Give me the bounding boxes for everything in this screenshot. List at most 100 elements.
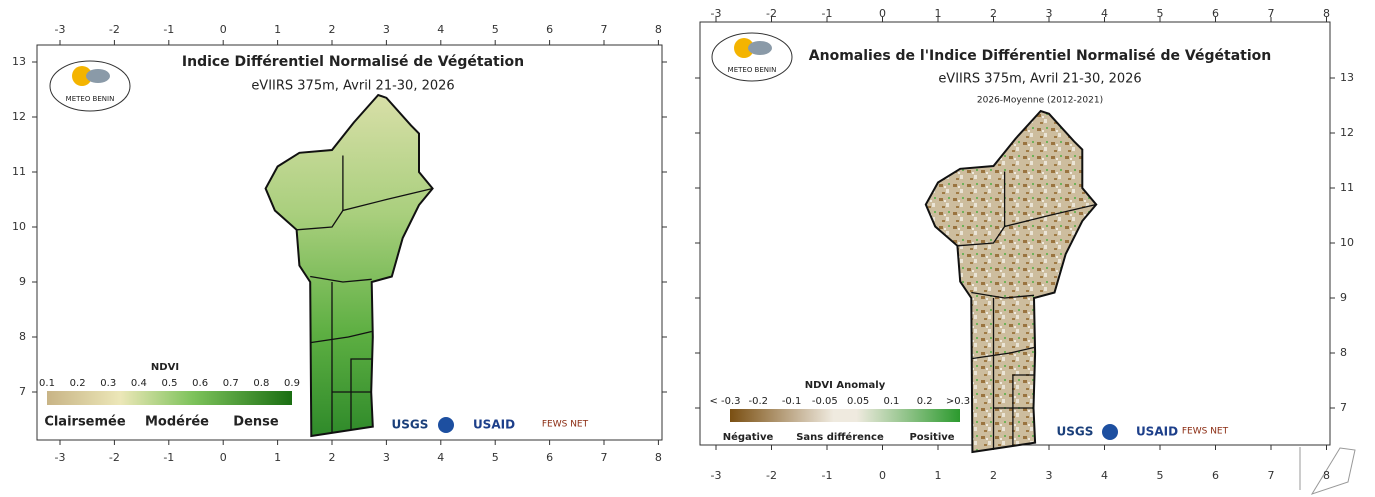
y-tick-label: 11 bbox=[12, 165, 26, 178]
admin-border bbox=[311, 330, 372, 344]
legend-bar bbox=[730, 409, 960, 422]
y-tick-label: 12 bbox=[1340, 126, 1354, 139]
legend-class: Dense bbox=[233, 415, 279, 430]
legend-label: -0.1 bbox=[782, 396, 802, 407]
y-tick-label: 7 bbox=[1340, 401, 1347, 414]
x-tick-label: -2 bbox=[109, 451, 120, 464]
x-tick-label: 4 bbox=[1101, 7, 1108, 20]
x-tick-label: 3 bbox=[1046, 469, 1053, 482]
x-tick-label: 4 bbox=[437, 23, 444, 36]
x-tick-label: 2 bbox=[990, 469, 997, 482]
logo-cloud bbox=[86, 69, 110, 83]
y-tick-label: 10 bbox=[12, 220, 26, 233]
map-subtitle: eVIIRS 375m, Avril 21-30, 2026 bbox=[251, 79, 454, 94]
x-tick-label: 8 bbox=[1323, 7, 1330, 20]
nasa-logo bbox=[1102, 424, 1118, 440]
map-note: 2026-Moyenne (2012-2021) bbox=[977, 96, 1103, 106]
x-tick-label: 4 bbox=[437, 451, 444, 464]
admin-border bbox=[350, 358, 372, 431]
x-tick-label: 6 bbox=[546, 23, 553, 36]
x-tick-label: 5 bbox=[492, 451, 499, 464]
partner-logo: USAID bbox=[473, 418, 515, 432]
x-tick-label: 4 bbox=[1101, 469, 1108, 482]
legend-title: NDVI Anomaly bbox=[805, 380, 886, 391]
x-tick-label: 1 bbox=[274, 451, 281, 464]
logo-sun bbox=[734, 38, 754, 58]
map-title: Anomalies de l'Indice Différentiel Norma… bbox=[809, 48, 1271, 64]
admin-border bbox=[971, 291, 1035, 299]
logo-sun bbox=[72, 66, 92, 86]
admin-border bbox=[972, 346, 1035, 360]
x-tick-label: -2 bbox=[109, 23, 120, 36]
x-tick-label: 5 bbox=[1157, 7, 1164, 20]
x-tick-label: 0 bbox=[220, 23, 227, 36]
admin-border bbox=[1012, 374, 1034, 447]
legend-label: 0.9 bbox=[284, 378, 300, 389]
x-tick-label: 7 bbox=[601, 23, 608, 36]
legend-label: 0.2 bbox=[70, 378, 86, 389]
country-shape bbox=[264, 93, 434, 438]
x-tick-label: 2 bbox=[329, 451, 336, 464]
logo-text: METEO BENIN bbox=[66, 95, 115, 103]
legend-class: Sans différence bbox=[796, 431, 884, 443]
x-tick-label: -3 bbox=[55, 23, 66, 36]
logo bbox=[711, 32, 793, 82]
y-tick-label: 9 bbox=[19, 275, 26, 288]
legend-label: >0.3 bbox=[946, 396, 970, 407]
y-tick-label: 8 bbox=[1340, 346, 1347, 359]
legend-label: 0.4 bbox=[131, 378, 147, 389]
x-tick-label: 0 bbox=[879, 469, 886, 482]
legend-label: 0.5 bbox=[162, 378, 178, 389]
legend-label: < -0.3 bbox=[709, 396, 740, 407]
map-title: Indice Différentiel Normalisé de Végétat… bbox=[182, 54, 524, 70]
logo bbox=[49, 60, 131, 112]
y-tick-label: 7 bbox=[19, 385, 26, 398]
legend-class: Négative bbox=[723, 431, 774, 443]
x-tick-label: -3 bbox=[711, 7, 722, 20]
legend-bar bbox=[47, 391, 292, 405]
legend-title: NDVI bbox=[151, 362, 179, 373]
legend-label: 0.05 bbox=[847, 396, 869, 407]
y-tick-label: 13 bbox=[12, 55, 26, 68]
x-tick-label: 7 bbox=[1268, 469, 1275, 482]
x-tick-label: 2 bbox=[990, 7, 997, 20]
y-tick-label: 12 bbox=[12, 110, 26, 123]
legend-label: 0.2 bbox=[917, 396, 933, 407]
x-tick-label: 6 bbox=[1212, 469, 1219, 482]
x-tick-label: 0 bbox=[879, 7, 886, 20]
x-tick-label: 3 bbox=[383, 451, 390, 464]
partner-logo: FEWS NET bbox=[542, 420, 589, 430]
partner-logo: USAID bbox=[1136, 425, 1178, 439]
partner-logo: FEWS NET bbox=[1182, 427, 1229, 437]
legend-label: 0.3 bbox=[100, 378, 116, 389]
legend-label: 0.8 bbox=[253, 378, 269, 389]
legend-class: Positive bbox=[909, 432, 954, 443]
x-tick-label: -3 bbox=[55, 451, 66, 464]
x-tick-label: -2 bbox=[766, 469, 777, 482]
x-tick-label: 6 bbox=[546, 451, 553, 464]
x-tick-label: -1 bbox=[822, 7, 833, 20]
x-tick-label: 0 bbox=[220, 451, 227, 464]
x-tick-label: -1 bbox=[822, 469, 833, 482]
x-tick-label: 1 bbox=[935, 7, 942, 20]
x-tick-label: -1 bbox=[163, 23, 174, 36]
y-tick-label: 10 bbox=[1340, 236, 1354, 249]
x-tick-label: 3 bbox=[383, 23, 390, 36]
x-tick-label: 5 bbox=[1157, 469, 1164, 482]
x-tick-label: 1 bbox=[274, 23, 281, 36]
legend-label: 0.6 bbox=[192, 378, 208, 389]
legend-label: 0.1 bbox=[39, 378, 55, 389]
y-tick-label: 9 bbox=[1340, 291, 1347, 304]
x-tick-label: -3 bbox=[711, 469, 722, 482]
legend-label: 0.1 bbox=[883, 396, 899, 407]
x-tick-label: 8 bbox=[1323, 469, 1330, 482]
map-subtitle: eVIIRS 375m, Avril 21-30, 2026 bbox=[938, 72, 1141, 87]
legend-label: 0.7 bbox=[223, 378, 239, 389]
page-curl bbox=[1299, 447, 1356, 495]
x-tick-label: 8 bbox=[655, 451, 662, 464]
x-tick-label: -2 bbox=[766, 7, 777, 20]
country-shape bbox=[924, 109, 1098, 454]
y-tick-label: 11 bbox=[1340, 181, 1354, 194]
legend-class: Clairsemée bbox=[44, 415, 126, 430]
